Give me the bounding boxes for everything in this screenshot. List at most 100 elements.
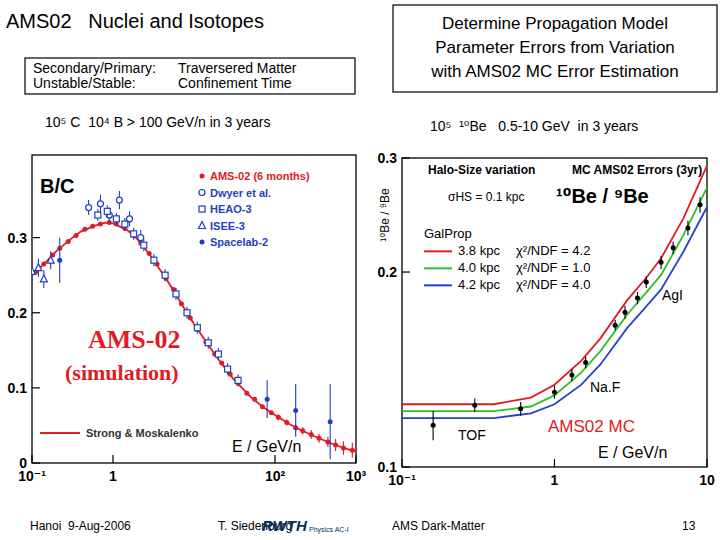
- annotation: AMS-02: [88, 325, 180, 354]
- y-axis-label: ¹⁰Be / ⁹Be: [378, 188, 392, 242]
- marker: [215, 351, 221, 357]
- marker: [300, 428, 305, 433]
- marker: [293, 408, 298, 413]
- legend-swatch: [200, 240, 205, 245]
- plot-data: [32, 191, 356, 459]
- x-tick: [31, 455, 32, 463]
- legend-swatch: [40, 432, 80, 434]
- slide-title: AMS02 Nuclei and Isotopes: [6, 10, 264, 32]
- y-tick-label: 0.2: [378, 264, 398, 280]
- marker: [122, 221, 128, 227]
- x-tick-label: 1: [109, 468, 117, 484]
- series-label: AMS02 MC: [548, 417, 635, 436]
- marker: [265, 397, 270, 402]
- y-tick-label: 0.3: [8, 230, 28, 246]
- y-tick-label: 0.2: [8, 305, 28, 321]
- box-text: Secondary/Primary:: [33, 60, 156, 76]
- legend: AMS-02 (6 months)Dwyer et al.HEAO-3ISEE-…: [40, 170, 310, 439]
- marker: [74, 233, 79, 238]
- marker: [276, 415, 281, 420]
- x-axis-label: E / GeV/n: [598, 444, 667, 461]
- marker: [317, 436, 322, 441]
- annotation: Na.F: [590, 379, 620, 395]
- marker: [47, 256, 54, 263]
- y-tick-label: 0.3: [378, 150, 398, 166]
- x-tick: [355, 455, 356, 463]
- marker: [569, 372, 574, 377]
- marker: [583, 360, 588, 365]
- marker: [552, 390, 557, 395]
- marker: [97, 201, 103, 207]
- marker: [659, 260, 664, 265]
- y-tick: [32, 387, 40, 388]
- x-tick: [274, 455, 275, 463]
- legend-swatch: [200, 174, 205, 179]
- legend-entry: 3.8 kpc: [458, 243, 500, 258]
- chart: 10⁻¹110²10³00.10.20.3B/CE / GeV/nAMS-02(…: [8, 155, 367, 484]
- x-tick: [401, 459, 402, 467]
- marker: [40, 275, 47, 282]
- annotation: TOF: [458, 427, 486, 443]
- legend-entry: ISEE-3: [210, 220, 245, 232]
- legend-swatch: [424, 284, 452, 286]
- x-tick-label: 10²: [265, 468, 286, 484]
- footer: Hanoi 9-Aug-2006: [30, 519, 131, 533]
- marker: [350, 448, 355, 453]
- plot-frame: [402, 158, 707, 467]
- legend-entry: 4.2 kpc: [458, 277, 500, 292]
- legend-swatch: [424, 267, 452, 269]
- y-tick: [32, 462, 40, 463]
- box-text: Traversered Matter: [178, 60, 297, 76]
- marker: [151, 257, 157, 263]
- marker: [82, 227, 87, 232]
- marker: [86, 205, 92, 211]
- y-tick: [402, 157, 410, 158]
- marker: [162, 272, 168, 278]
- box-text: Parameter Errors from Variation: [435, 38, 675, 57]
- legend: GalProp3.8 kpcχ²/NDF = 4.24.0 kpcχ²/NDF …: [424, 226, 635, 436]
- y-tick-label: 0.1: [8, 380, 28, 396]
- chart-title: B/C: [40, 175, 74, 197]
- box-text: Determine Propagation Model: [442, 14, 668, 33]
- marker: [131, 231, 137, 237]
- marker: [309, 432, 314, 437]
- marker: [98, 222, 103, 227]
- marker: [113, 216, 119, 222]
- marker: [66, 239, 71, 244]
- marker: [194, 325, 200, 331]
- marker: [698, 202, 703, 207]
- slide-texts: AMS02 Nuclei and Isotopes Secondary/Prima…: [6, 5, 717, 534]
- marker: [635, 296, 640, 301]
- chart: 10⁻¹1100.10.20.3¹⁰Be / ⁹BeE / GeV/n¹⁰Be …: [378, 150, 715, 488]
- marker: [472, 403, 477, 408]
- marker: [219, 361, 224, 366]
- plot-data: [402, 166, 707, 441]
- marker: [328, 419, 333, 424]
- legend-entry: AMS-02 (6 months): [210, 170, 310, 182]
- x-axis-label: E / GeV/n: [232, 438, 301, 455]
- box-right: [393, 5, 717, 92]
- series-line: [402, 207, 707, 418]
- marker: [205, 340, 211, 346]
- marker: [95, 212, 101, 218]
- marker: [57, 258, 62, 263]
- marker: [685, 225, 690, 230]
- annotation: (simulation): [65, 360, 179, 385]
- legend-entry: χ²/NDF = 4.2: [516, 243, 590, 258]
- annotation: AgI: [662, 287, 683, 303]
- box-text: Confinement Time: [178, 75, 292, 91]
- marker: [252, 397, 257, 402]
- legend-swatch: [199, 222, 206, 229]
- annotation: σHS = 0.1 kpc: [448, 190, 524, 204]
- slide: AMS02 Nuclei and Isotopes Secondary/Prima…: [0, 0, 720, 540]
- legend-entry: HEAO-3: [210, 203, 252, 215]
- box-left: [25, 58, 355, 94]
- marker: [225, 366, 231, 372]
- marker: [613, 323, 618, 328]
- marker: [184, 310, 190, 316]
- y-tick: [32, 237, 40, 238]
- annotation: MC AMS02 Errors (3yr): [572, 163, 702, 177]
- x-tick: [112, 455, 113, 463]
- marker: [341, 445, 346, 450]
- marker: [671, 245, 676, 250]
